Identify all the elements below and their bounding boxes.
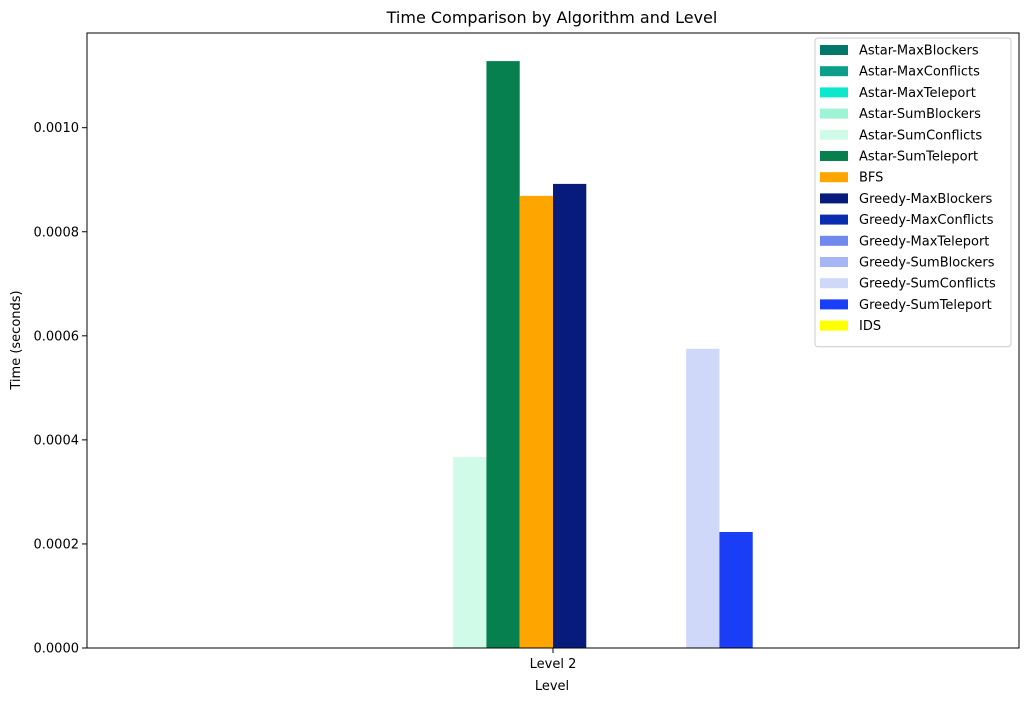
legend-swatch: [820, 45, 848, 55]
legend-swatch: [820, 151, 848, 161]
legend-swatch: [820, 320, 848, 331]
legend: Astar-MaxBlockers Astar-MaxConflicts Astar…: [814, 37, 1012, 348]
legend-swatch: [820, 278, 848, 289]
chart-title: Time Comparison by Algorithm and Level: [386, 8, 718, 27]
legend-label: BFS: [859, 171, 883, 186]
legend-label: Greedy-SumTeleport: [859, 298, 992, 313]
y-tick-label: 0.0008: [34, 225, 80, 240]
legend-label: Astar-MaxBlockers: [859, 44, 979, 59]
legend-swatch: [820, 66, 848, 77]
bar-astar-sumconflicts: [453, 457, 487, 648]
legend-label: Astar-MaxTeleport: [859, 86, 976, 101]
legend-swatch: [820, 257, 848, 267]
legend-label: Astar-SumBlockers: [859, 107, 981, 122]
y-tick-label: 0.0004: [34, 433, 80, 448]
legend-swatch: [820, 193, 848, 204]
legend-label: Astar-MaxConflicts: [859, 65, 980, 80]
legend-swatch: [820, 87, 848, 98]
y-tick-label: 0.0006: [34, 329, 80, 344]
y-tick-label: 0.0002: [34, 537, 80, 552]
legend-label: Greedy-MaxBlockers: [859, 192, 992, 207]
legend-label: IDS: [859, 319, 881, 334]
legend-frame: [814, 37, 1012, 348]
legend-label: Greedy-SumBlockers: [859, 256, 995, 271]
bar-greedy-sumteleport: [719, 531, 753, 648]
legend-swatch: [820, 299, 848, 310]
bar-greedy-maxblockers: [553, 183, 587, 648]
legend-label: Greedy-MaxConflicts: [859, 213, 994, 228]
legend-swatch: [820, 129, 848, 140]
legend-swatch: [820, 214, 848, 225]
legend-swatch: [820, 172, 848, 183]
x-tick-label: Level 2: [530, 657, 577, 672]
legend-swatch: [820, 235, 848, 246]
bars-group: [453, 61, 753, 649]
legend-swatch: [820, 108, 848, 119]
bar-bfs: [519, 195, 553, 649]
x-axis-label: Level: [535, 679, 569, 694]
bar-greedy-sumconflicts: [686, 348, 720, 648]
legend-label: Greedy-MaxTeleport: [859, 234, 989, 249]
bar-astar-sumteleport: [486, 61, 520, 649]
legend-label: Greedy-SumConflicts: [859, 277, 996, 292]
legend-label: Astar-SumConflicts: [859, 128, 982, 143]
y-tick-label: 0.0000: [34, 642, 80, 657]
legend-label: Astar-SumTeleport: [859, 150, 978, 165]
y-tick-label: 0.0010: [34, 121, 80, 136]
x-axis: Level 2: [530, 648, 577, 672]
y-axis-label: Time (seconds): [9, 290, 24, 390]
y-axis: 0.0000 0.0002 0.0004 0.0006 0.0008 0.0010: [34, 121, 87, 657]
